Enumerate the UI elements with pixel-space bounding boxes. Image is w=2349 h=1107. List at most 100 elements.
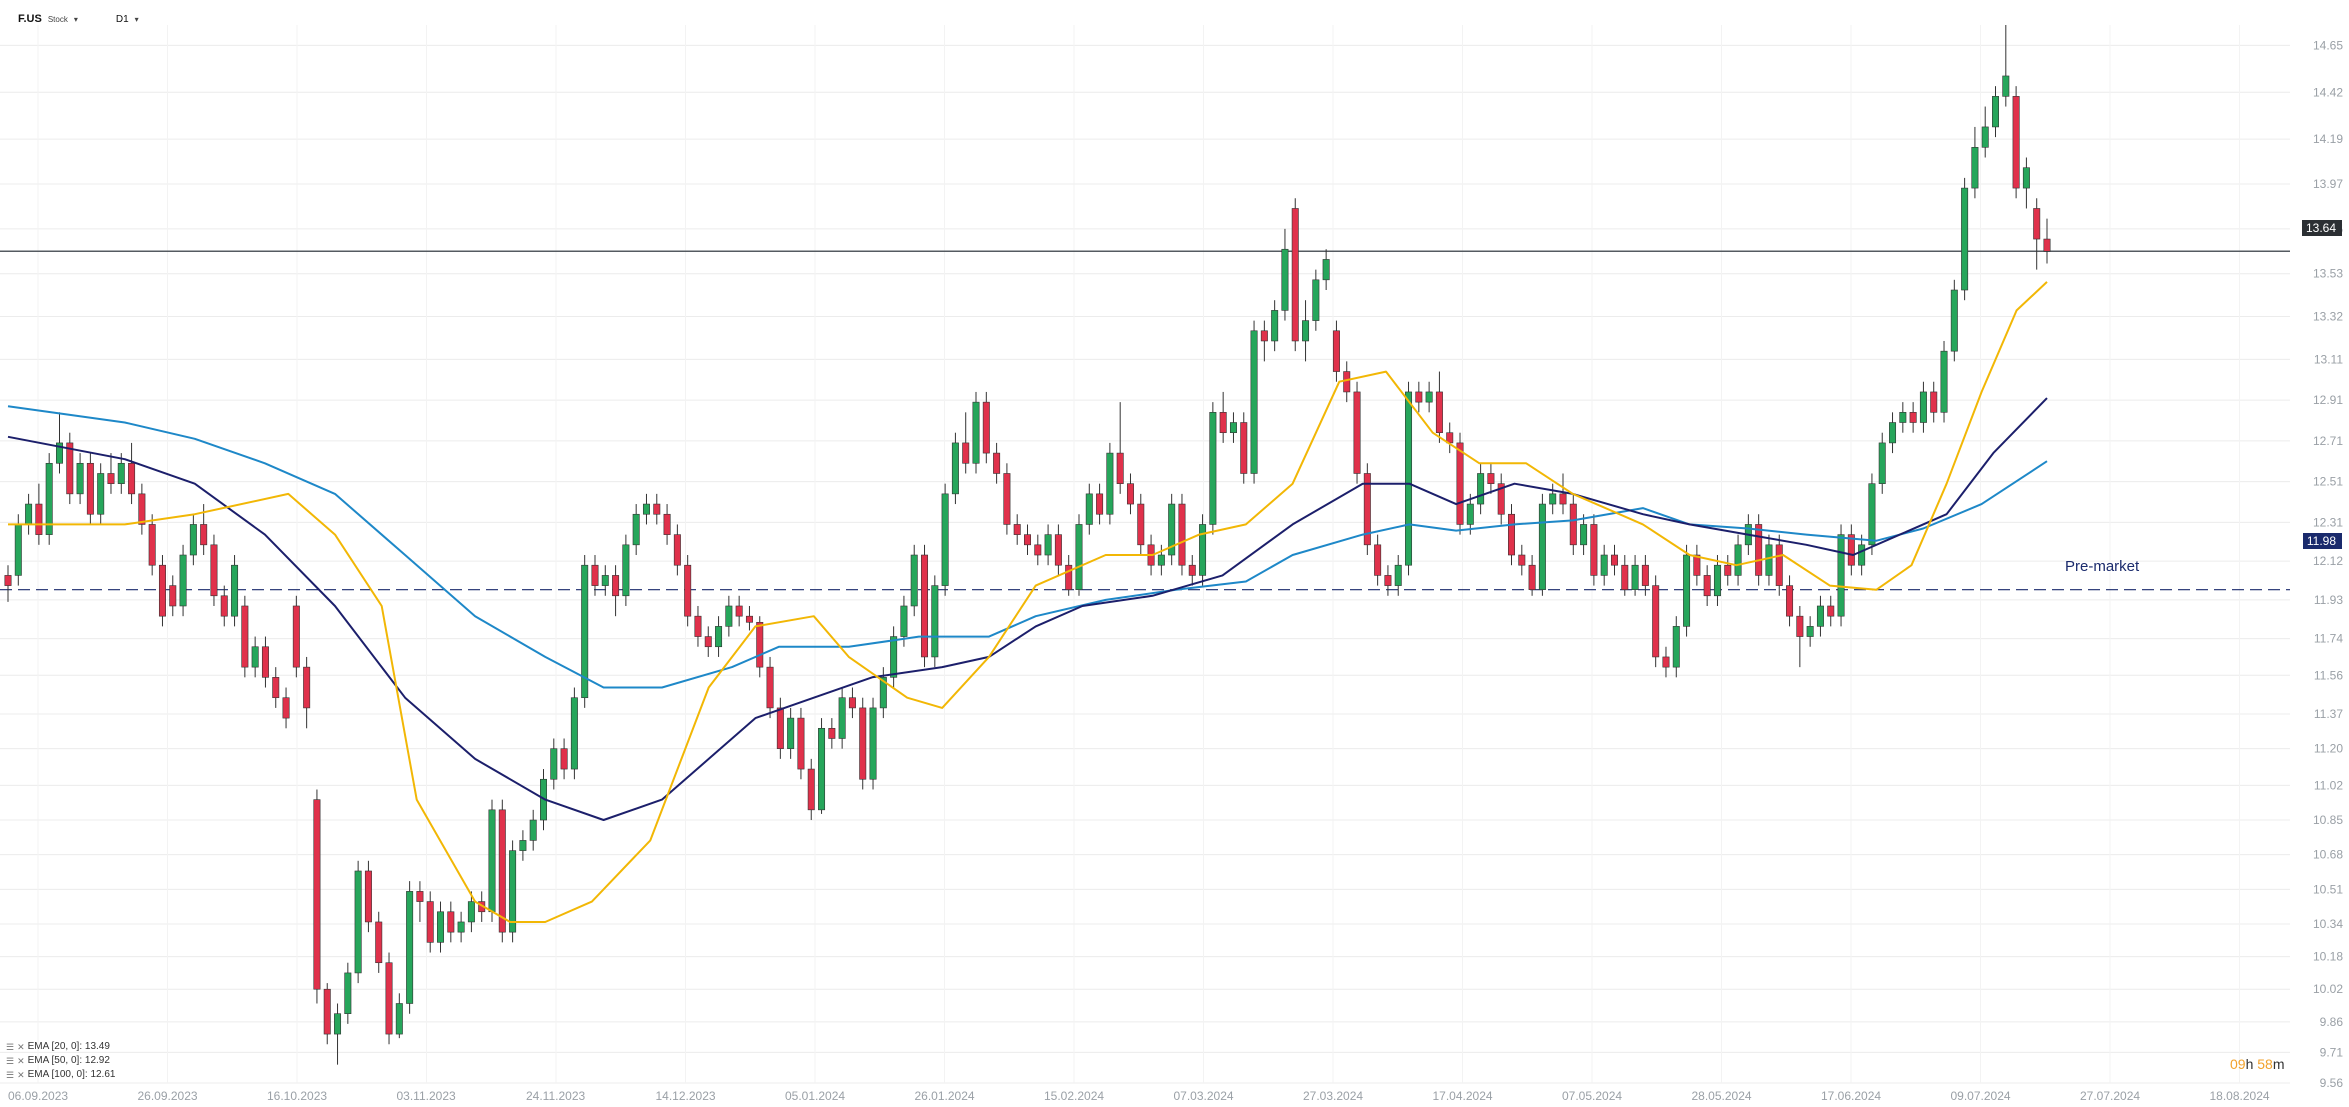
candle-body (1796, 615, 1804, 637)
candle (1889, 412, 1897, 454)
candle-body (1188, 564, 1196, 576)
candle (519, 830, 527, 861)
candle-body (2022, 167, 2030, 189)
candle (1405, 381, 1413, 576)
candle (962, 412, 970, 474)
candle-body (972, 401, 980, 464)
symbol-dropdown-icon[interactable]: ▾ (73, 14, 78, 24)
candle (766, 656, 774, 719)
candle-body (869, 707, 877, 780)
candle-body (1775, 544, 1783, 586)
candle-body (601, 575, 609, 586)
axes: 14.6514.4214.1913.9713.7513.5313.3213.11… (8, 38, 2343, 1103)
y-tick-label: 11.20 (2314, 742, 2343, 756)
candle-body (2043, 238, 2051, 252)
candle-body (35, 503, 43, 535)
candle (1384, 565, 1392, 596)
candle-body (467, 901, 475, 923)
candle (1435, 371, 1443, 443)
candle (941, 483, 949, 596)
candle (642, 493, 650, 525)
candle-body (1219, 412, 1227, 434)
candle (735, 595, 743, 627)
candle-body (1610, 554, 1618, 566)
candle-body (642, 503, 650, 515)
current-price-tag: 13.64 (2301, 220, 2342, 236)
candle (1631, 555, 1639, 596)
candle-body (1363, 473, 1371, 546)
candle (725, 595, 733, 637)
candle-body (261, 646, 269, 678)
candle (1847, 524, 1855, 576)
candle-body (1466, 503, 1474, 525)
indicator-remove-icon[interactable]: ✕ (17, 1070, 25, 1080)
candle-body (1662, 656, 1670, 668)
candle (1786, 575, 1794, 627)
candle (653, 493, 661, 525)
candle (2043, 218, 2051, 264)
timeframe-label[interactable]: D1 (115, 13, 129, 25)
candle-body (323, 988, 331, 1035)
candle (1713, 555, 1721, 606)
y-tick-label: 10.02 (2313, 982, 2343, 996)
candle (1899, 402, 1907, 433)
candle (1971, 126, 1979, 199)
candle-body (313, 799, 321, 990)
candle-body (1868, 483, 1876, 546)
candle-body (14, 524, 22, 576)
candle-body (1013, 524, 1021, 535)
legend-ema100: ☰ ✕ EMA [100, 0]: 12.61 (6, 1068, 115, 1082)
candle (1724, 555, 1732, 586)
candle (1240, 412, 1248, 484)
candle-body (550, 748, 558, 780)
candle-body (828, 727, 836, 739)
candle (787, 707, 795, 759)
candle (303, 656, 311, 729)
indicator-remove-icon[interactable]: ✕ (17, 1056, 25, 1066)
candle-body (1590, 524, 1598, 576)
candle-body (1930, 391, 1938, 413)
candle (1353, 381, 1361, 484)
timer-hours-unit: h (2245, 1056, 2254, 1072)
candle (982, 391, 990, 464)
candle-body (385, 962, 393, 1035)
candle (2012, 86, 2020, 199)
candle (890, 626, 898, 688)
candle-body (457, 921, 465, 933)
candle (158, 555, 166, 627)
candle (1374, 534, 1382, 586)
candle-body (818, 727, 826, 811)
symbol-label[interactable]: F.US (18, 13, 42, 25)
candle-body (787, 717, 795, 749)
candle (1271, 300, 1279, 352)
candle-body (1096, 493, 1104, 515)
candle-body (1065, 564, 1073, 590)
candle (807, 758, 815, 821)
candle-body (745, 615, 753, 623)
candle (1322, 249, 1330, 291)
candle (972, 391, 980, 474)
candle-body (1374, 544, 1382, 576)
timeframe-dropdown-icon[interactable]: ▾ (134, 14, 139, 24)
indicator-settings-icon[interactable]: ☰ (6, 1056, 15, 1066)
indicator-settings-icon[interactable]: ☰ (6, 1042, 15, 1052)
candle (35, 483, 43, 545)
candle (447, 901, 455, 943)
candle (1806, 616, 1814, 647)
candle-body (1343, 371, 1351, 393)
ema-lines (7, 281, 2048, 923)
x-tick-label: 26.01.2024 (915, 1089, 975, 1103)
candle (1229, 412, 1237, 443)
legend-ema50-label: EMA [50, 0]: 12.92 (27, 1055, 110, 1066)
candle (4, 565, 12, 602)
candle (663, 504, 671, 545)
candle-body (169, 585, 177, 607)
indicator-remove-icon[interactable]: ✕ (17, 1042, 25, 1052)
candle-body (704, 636, 712, 648)
indicator-settings-icon[interactable]: ☰ (6, 1070, 15, 1080)
candle (1291, 198, 1299, 352)
candle (395, 993, 403, 1039)
candle (138, 483, 146, 535)
candle-countdown-timer: 09h 58m (2230, 1056, 2285, 1072)
